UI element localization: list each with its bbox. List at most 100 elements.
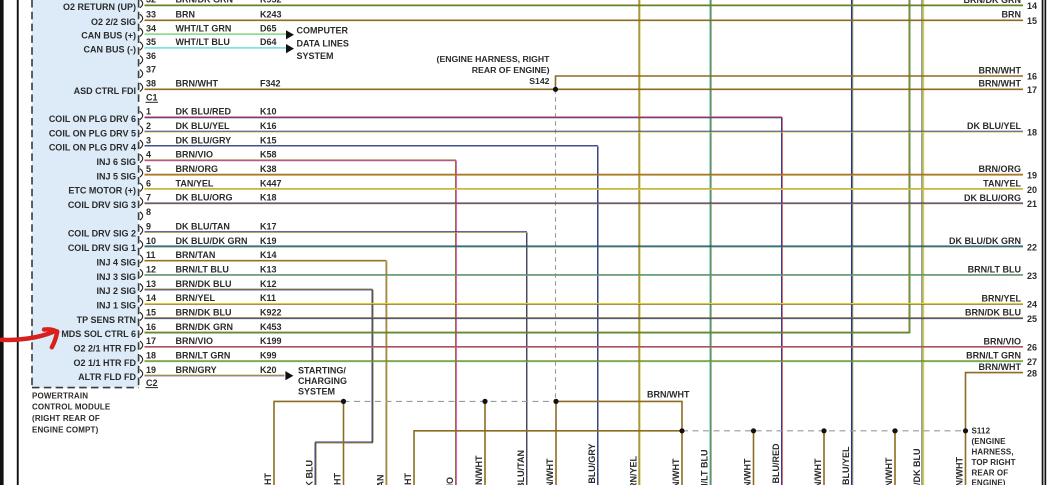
svg-text:BRN/WHT: BRN/WHT	[979, 65, 1022, 75]
svg-text:BRN/VIO: BRN/VIO	[176, 150, 214, 160]
svg-text:17: 17	[1027, 85, 1037, 95]
svg-text:C2: C2	[146, 378, 158, 388]
svg-text:32: 32	[146, 0, 156, 5]
svg-text:REAR OF: REAR OF	[972, 468, 1009, 477]
svg-text:BRN/GRY: BRN/GRY	[176, 365, 217, 375]
svg-text:16: 16	[146, 322, 156, 332]
svg-text:MDS SOL CTRL 6: MDS SOL CTRL 6	[61, 329, 136, 339]
svg-text:POWERTRAIN: POWERTRAIN	[32, 391, 88, 400]
svg-text:INJ 5 SIG: INJ 5 SIG	[96, 171, 136, 181]
svg-text:25: 25	[1027, 314, 1037, 324]
svg-text:BRN/VIO: BRN/VIO	[445, 477, 455, 485]
svg-text:CHARGING: CHARGING	[298, 376, 347, 386]
svg-text:BRN/TAN: BRN/TAN	[176, 250, 216, 260]
svg-text:INJ 2 SIG: INJ 2 SIG	[96, 286, 136, 296]
svg-text:CONTROL MODULE: CONTROL MODULE	[32, 403, 111, 412]
svg-text:(RIGHT REAR OF: (RIGHT REAR OF	[32, 414, 100, 423]
svg-text:D65: D65	[260, 23, 277, 33]
svg-text:DK BLU/YEL: DK BLU/YEL	[841, 446, 851, 485]
svg-text:K447: K447	[260, 178, 282, 188]
svg-text:(ENGINE: (ENGINE	[972, 437, 1007, 446]
svg-text:WHT/LT BLU: WHT/LT BLU	[176, 37, 230, 47]
svg-text:K12: K12	[260, 279, 277, 289]
svg-text:BRN/DK BLU: BRN/DK BLU	[965, 308, 1021, 318]
svg-text:S142: S142	[529, 76, 549, 86]
svg-text:20: 20	[1027, 185, 1037, 195]
svg-text:F342: F342	[260, 79, 281, 89]
svg-text:9: 9	[146, 221, 151, 231]
svg-text:DK BLU/DK GRN: DK BLU/DK GRN	[949, 236, 1021, 246]
svg-text:8: 8	[146, 207, 151, 217]
svg-text:BRN/YEL: BRN/YEL	[629, 456, 639, 485]
svg-text:K952: K952	[260, 0, 282, 5]
svg-text:BRN/VIO: BRN/VIO	[176, 336, 214, 346]
svg-text:BRN/WHT: BRN/WHT	[671, 458, 681, 485]
svg-text:ASD CTRL FDI: ASD CTRL FDI	[74, 86, 136, 96]
svg-text:K13: K13	[260, 264, 277, 274]
svg-text:BRN/WHT: BRN/WHT	[176, 79, 219, 89]
svg-text:17: 17	[146, 336, 156, 346]
svg-text:BRN/WHT: BRN/WHT	[955, 457, 965, 485]
svg-text:BRN/ORG: BRN/ORG	[979, 164, 1022, 174]
svg-text:S112: S112	[972, 427, 991, 436]
svg-text:YEL/DK BLU: YEL/DK BLU	[912, 449, 922, 486]
svg-text:BRN/DK GRN: BRN/DK GRN	[176, 322, 234, 332]
svg-text:15: 15	[146, 308, 156, 318]
svg-text:COIL DRV SIG 3: COIL DRV SIG 3	[68, 200, 136, 210]
svg-text:ENGINE COMPT): ENGINE COMPT)	[32, 426, 99, 435]
svg-text:(ENGINE HARNESS, RIGHT: (ENGINE HARNESS, RIGHT	[437, 54, 551, 64]
svg-text:19: 19	[146, 365, 156, 375]
svg-text:CAN BUS (+): CAN BUS (+)	[81, 31, 136, 41]
svg-text:14: 14	[1027, 1, 1037, 11]
svg-text:BRN/WHT: BRN/WHT	[333, 473, 343, 485]
svg-text:BRN/WHT: BRN/WHT	[474, 455, 484, 485]
svg-text:DATA LINES: DATA LINES	[297, 38, 349, 48]
svg-text:K199: K199	[260, 336, 282, 346]
svg-text:COIL ON PLG DRV 6: COIL ON PLG DRV 6	[49, 114, 136, 124]
svg-text:COIL DRV SIG 1: COIL DRV SIG 1	[68, 243, 136, 253]
svg-text:TOP RIGHT: TOP RIGHT	[972, 458, 1016, 467]
svg-text:INJ 3 SIG: INJ 3 SIG	[96, 272, 136, 282]
svg-text:4: 4	[146, 150, 151, 160]
svg-text:34: 34	[146, 23, 156, 33]
svg-text:BRN/WHT: BRN/WHT	[813, 458, 823, 485]
svg-text:DK BLU/DK GRN: DK BLU/DK GRN	[176, 236, 248, 246]
svg-text:DK BLU/YEL: DK BLU/YEL	[176, 121, 231, 131]
svg-text:BRN/TAN: BRN/TAN	[376, 475, 386, 486]
svg-text:DK BLU/ORG: DK BLU/ORG	[964, 193, 1021, 203]
svg-text:BRN/WHT: BRN/WHT	[979, 362, 1022, 372]
svg-text:BRN/WHT: BRN/WHT	[403, 473, 413, 485]
svg-text:BRN/YEL: BRN/YEL	[981, 293, 1021, 303]
svg-text:35: 35	[146, 37, 156, 47]
svg-text:K15: K15	[260, 135, 277, 145]
svg-text:DK BLU/RED: DK BLU/RED	[771, 443, 781, 485]
svg-text:33: 33	[146, 10, 156, 20]
svg-text:37: 37	[146, 65, 156, 75]
svg-text:BRN: BRN	[176, 10, 196, 20]
svg-text:WHT/LT GRN: WHT/LT GRN	[176, 23, 232, 33]
svg-text:INJ 1 SIG: INJ 1 SIG	[96, 300, 136, 310]
svg-text:COIL ON PLG DRV 4: COIL ON PLG DRV 4	[49, 143, 136, 153]
svg-text:K38: K38	[260, 164, 277, 174]
svg-text:14: 14	[146, 293, 156, 303]
svg-text:TAN/YEL: TAN/YEL	[176, 178, 214, 188]
svg-text:K922: K922	[260, 308, 282, 318]
svg-text:BRN/WHT: BRN/WHT	[647, 390, 690, 400]
svg-text:HARNESS,: HARNESS,	[972, 448, 1014, 457]
svg-text:BRN/DK GRN: BRN/DK GRN	[176, 0, 234, 5]
svg-text:DK BLU/YEL: DK BLU/YEL	[967, 121, 1022, 131]
svg-text:11: 11	[146, 250, 156, 260]
svg-text:K16: K16	[260, 121, 277, 131]
svg-text:K453: K453	[260, 322, 282, 332]
svg-text:K17: K17	[260, 221, 277, 231]
svg-text:COMPUTER: COMPUTER	[297, 26, 349, 36]
svg-text:STARTING/: STARTING/	[298, 366, 346, 376]
svg-text:BRN/LT GRN: BRN/LT GRN	[176, 351, 231, 361]
svg-text:BRN/DK BLU: BRN/DK BLU	[176, 308, 232, 318]
svg-text:BRN/LT BLU: BRN/LT BLU	[700, 450, 710, 486]
svg-text:36: 36	[146, 51, 156, 61]
svg-text:BRN/LT BLU: BRN/LT BLU	[176, 264, 229, 274]
svg-text:26: 26	[1027, 343, 1037, 353]
svg-text:BRN/DK BLU: BRN/DK BLU	[305, 460, 315, 485]
svg-text:BRN/WHT: BRN/WHT	[884, 457, 894, 485]
